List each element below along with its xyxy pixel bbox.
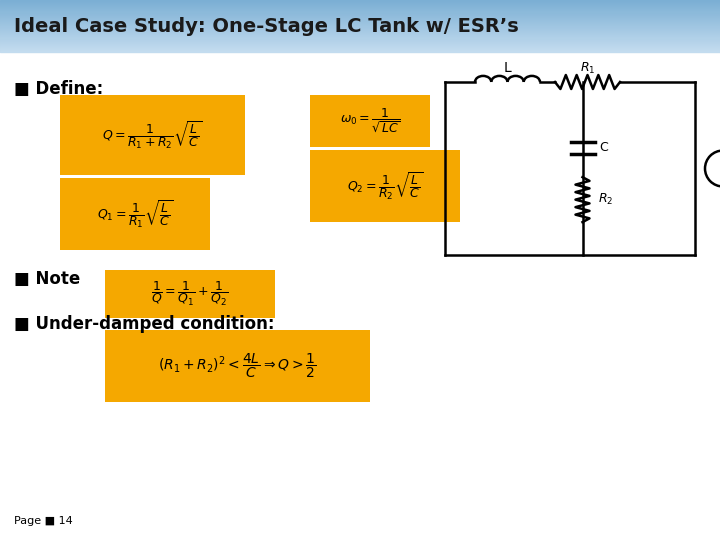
Bar xyxy=(0,49,720,50)
Text: $\omega_0 = \dfrac{1}{\sqrt{LC}}$: $\omega_0 = \dfrac{1}{\sqrt{LC}}$ xyxy=(340,107,400,135)
Bar xyxy=(0,23,720,24)
Text: $Q_2 = \dfrac{1}{R_2}\sqrt{\dfrac{L}{C}}$: $Q_2 = \dfrac{1}{R_2}\sqrt{\dfrac{L}{C}}… xyxy=(347,170,423,202)
Bar xyxy=(0,18,720,19)
Text: $(R_1+R_2)^2 < \dfrac{4L}{C} \Rightarrow Q > \dfrac{1}{2}$: $(R_1+R_2)^2 < \dfrac{4L}{C} \Rightarrow… xyxy=(158,352,317,380)
Bar xyxy=(0,44,720,45)
Bar xyxy=(0,21,720,22)
Bar xyxy=(0,47,720,48)
Text: $\dfrac{1}{Q} = \dfrac{1}{Q_1} + \dfrac{1}{Q_2}$: $\dfrac{1}{Q} = \dfrac{1}{Q_1} + \dfrac{… xyxy=(151,280,228,308)
Bar xyxy=(0,0,720,1)
Bar xyxy=(60,178,210,250)
Bar xyxy=(0,11,720,12)
Bar xyxy=(0,4,720,5)
Bar xyxy=(0,19,720,20)
Bar xyxy=(0,46,720,47)
Bar xyxy=(0,16,720,17)
Text: Page ■ 14: Page ■ 14 xyxy=(14,516,73,526)
Bar xyxy=(0,37,720,38)
Bar xyxy=(0,6,720,7)
Bar xyxy=(0,3,720,4)
Bar xyxy=(0,5,720,6)
Bar xyxy=(310,150,460,222)
Bar xyxy=(0,15,720,16)
Bar xyxy=(0,9,720,10)
Text: ■ Under-damped condition:: ■ Under-damped condition: xyxy=(14,315,274,333)
Bar xyxy=(0,29,720,30)
Bar xyxy=(0,10,720,11)
Bar xyxy=(0,40,720,42)
Bar xyxy=(0,32,720,33)
Text: $R_1$: $R_1$ xyxy=(580,60,595,76)
Bar xyxy=(0,48,720,49)
Bar xyxy=(310,95,430,147)
Bar xyxy=(0,7,720,8)
Bar xyxy=(0,20,720,21)
Text: $R_2$: $R_2$ xyxy=(598,192,613,207)
Text: L: L xyxy=(503,61,511,75)
Bar xyxy=(0,36,720,37)
Bar xyxy=(0,42,720,43)
Text: ■ Define:: ■ Define: xyxy=(14,80,103,98)
Bar xyxy=(0,39,720,40)
Bar xyxy=(0,2,720,3)
Text: ■ Note: ■ Note xyxy=(14,270,80,288)
Text: Ideal Case Study: One-Stage LC Tank w/ ESR’s: Ideal Case Study: One-Stage LC Tank w/ E… xyxy=(14,17,518,36)
Bar xyxy=(0,50,720,51)
Bar xyxy=(0,27,720,28)
Bar xyxy=(0,38,720,39)
Text: C: C xyxy=(600,141,608,154)
Bar xyxy=(0,33,720,35)
Bar xyxy=(0,35,720,36)
Bar xyxy=(0,14,720,15)
Bar xyxy=(105,330,370,402)
Bar xyxy=(0,8,720,9)
Bar xyxy=(0,26,720,27)
Bar xyxy=(105,270,275,318)
Bar xyxy=(0,30,720,31)
Bar xyxy=(0,22,720,23)
Bar xyxy=(0,45,720,46)
Bar xyxy=(0,25,720,26)
Text: $Q = \dfrac{1}{R_1+R_2}\sqrt{\dfrac{L}{C}}$: $Q = \dfrac{1}{R_1+R_2}\sqrt{\dfrac{L}{C… xyxy=(102,119,202,151)
Bar xyxy=(60,95,245,175)
Bar xyxy=(0,28,720,29)
Bar xyxy=(0,17,720,18)
Bar xyxy=(0,1,720,2)
Bar xyxy=(0,43,720,44)
Bar xyxy=(0,31,720,32)
Text: $Q_1 = \dfrac{1}{R_1}\sqrt{\dfrac{L}{C}}$: $Q_1 = \dfrac{1}{R_1}\sqrt{\dfrac{L}{C}}… xyxy=(97,198,173,230)
Bar xyxy=(0,24,720,25)
Bar xyxy=(0,51,720,52)
Bar xyxy=(0,12,720,14)
